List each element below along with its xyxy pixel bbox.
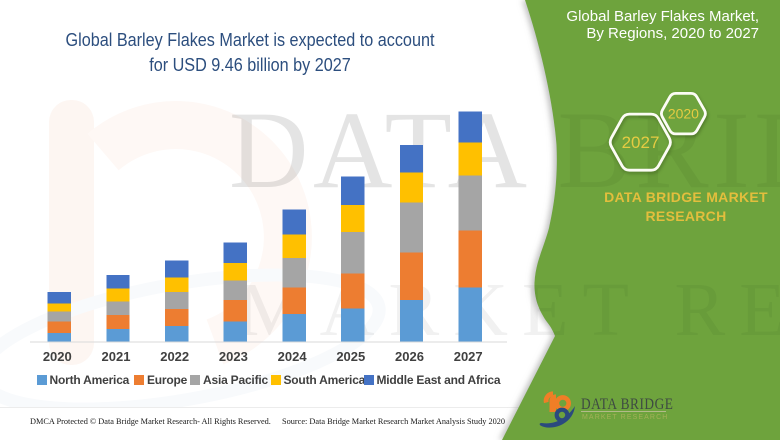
svg-text:2020: 2020 <box>668 106 699 122</box>
svg-text:2027: 2027 <box>622 133 660 152</box>
